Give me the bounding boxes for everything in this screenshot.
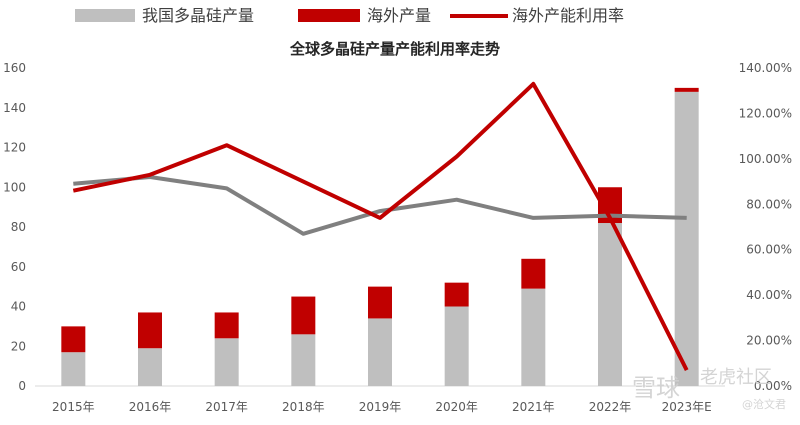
legend-swatch-cn-production xyxy=(75,9,135,22)
legend-swatch-overseas-production xyxy=(298,9,360,22)
right-tick-label: 60.00% xyxy=(746,243,792,257)
watermark: 雪球 老虎社区 @沧文君 xyxy=(632,367,786,411)
left-tick-label: 120 xyxy=(3,141,26,155)
bar-cn-production xyxy=(291,334,316,386)
right-tick-label: 80.00% xyxy=(746,197,792,211)
category-label: 2023年E xyxy=(662,400,712,414)
category-axis: 2015年 2016年 2017年 2018年 2019年 2020年 2021年 2022年… xyxy=(52,400,712,414)
bar-cn-production xyxy=(61,352,86,386)
line-grey xyxy=(73,175,687,236)
bar-overseas-production xyxy=(368,286,392,319)
bar-cn-production xyxy=(138,348,162,386)
bar-cn-production xyxy=(521,288,546,386)
bar-overseas-production xyxy=(674,87,699,92)
watermark-brand: 雪球 xyxy=(632,374,680,402)
bar-overseas-production xyxy=(61,326,86,353)
legend-label-utilization: 海外产能利用率 xyxy=(512,6,624,25)
left-tick-label: 100 xyxy=(3,180,26,194)
category-label: 2017年 xyxy=(205,400,248,414)
legend-label-overseas-production: 海外产量 xyxy=(367,6,431,25)
category-label: 2022年 xyxy=(589,400,632,414)
right-tick-label: 100.00% xyxy=(739,152,792,166)
left-tick-label: 40 xyxy=(11,300,26,314)
watermark-user: @沧文君 xyxy=(742,397,786,411)
category-label: 2019年 xyxy=(359,400,402,414)
bar-overseas-production xyxy=(521,258,546,289)
left-tick-label: 60 xyxy=(11,260,26,274)
bar-cn-production xyxy=(444,306,469,386)
legend: 我国多晶硅产量 海外产量 海外产能利用率 xyxy=(75,6,624,25)
chart-title: 全球多晶硅产量产能利用率走势 xyxy=(289,40,500,58)
left-tick-label: 80 xyxy=(11,220,26,234)
category-label: 2018年 xyxy=(282,400,325,414)
left-tick-label: 0 xyxy=(18,379,26,393)
right-tick-label: 120.00% xyxy=(739,106,792,120)
category-label: 2015年 xyxy=(52,400,95,414)
bars xyxy=(61,87,699,386)
left-axis: 0 20 40 60 80 100 120 140 160 xyxy=(3,61,26,393)
bar-cn-production xyxy=(214,338,239,386)
bar-cn-production xyxy=(674,91,699,386)
bar-cn-production xyxy=(598,223,622,386)
right-tick-label: 20.00% xyxy=(746,334,792,348)
left-tick-label: 160 xyxy=(3,61,26,75)
category-label: 2020年 xyxy=(435,400,478,414)
watermark-sub: 老虎社区 xyxy=(700,367,772,388)
bar-cn-production xyxy=(368,318,392,386)
right-tick-label: 0.00% xyxy=(754,379,792,393)
bar-overseas-production xyxy=(444,282,469,307)
lines xyxy=(72,81,689,372)
left-tick-label: 20 xyxy=(11,339,26,353)
left-tick-label: 140 xyxy=(3,101,26,115)
right-tick-label: 140.00% xyxy=(739,61,792,75)
bar-overseas-production xyxy=(291,296,316,335)
legend-label-cn-production: 我国多晶硅产量 xyxy=(142,6,254,25)
right-axis: 0.00% 20.00% 40.00% 60.00% 80.00% 100.00% 120.… xyxy=(739,61,792,393)
bar-overseas-production xyxy=(138,312,162,349)
category-label: 2016年 xyxy=(129,400,172,414)
bar-overseas-production xyxy=(214,312,239,339)
line-utilization xyxy=(72,81,689,372)
category-label: 2021年 xyxy=(512,400,555,414)
right-tick-label: 40.00% xyxy=(746,288,792,302)
